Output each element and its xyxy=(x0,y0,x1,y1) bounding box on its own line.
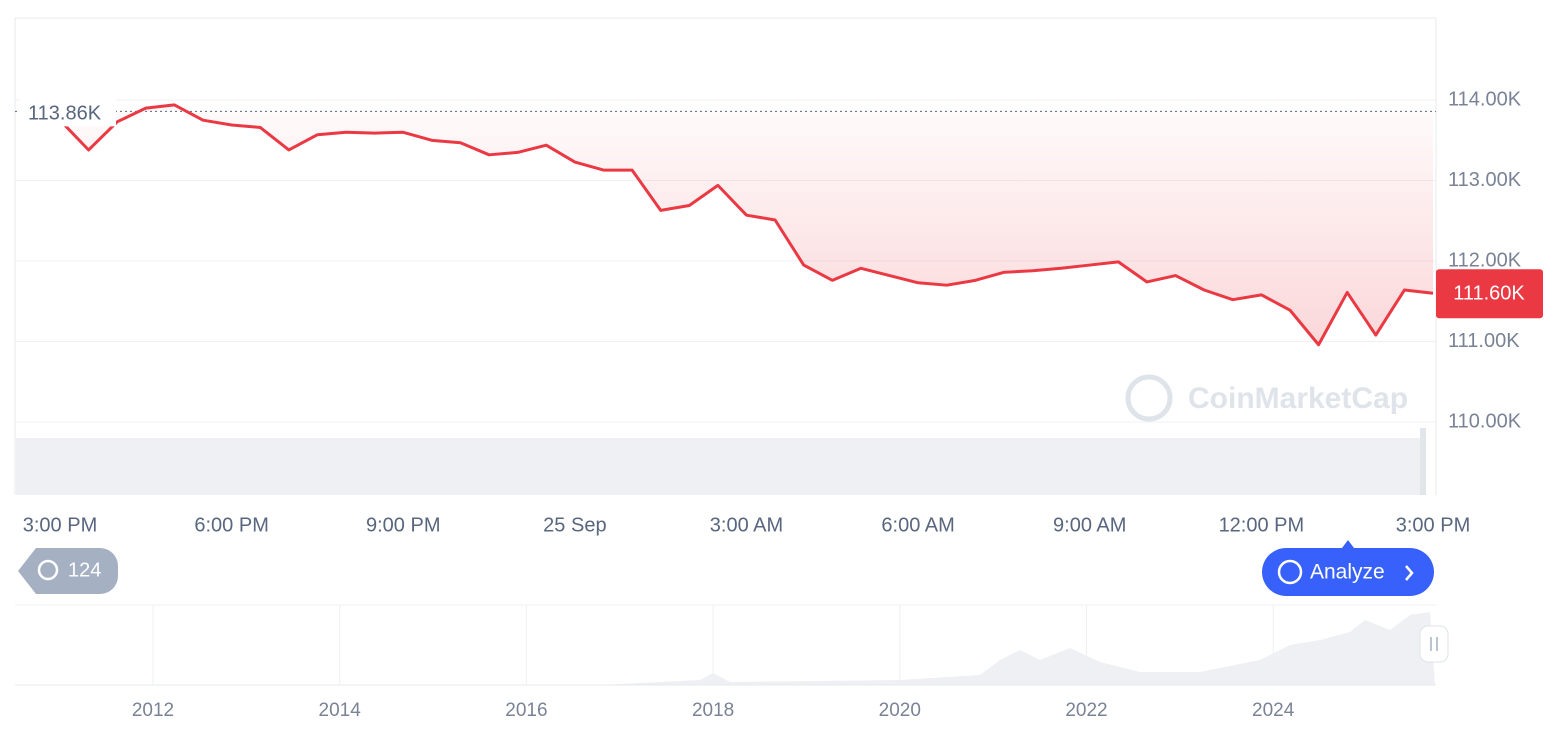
x-tick-label: 12:00 PM xyxy=(1219,514,1305,536)
y-tick-label: 110.00K xyxy=(1448,410,1522,432)
history-count[interactable]: 124 xyxy=(68,559,101,581)
analyze-pointer xyxy=(1342,540,1354,548)
watermark: CoinMarketCap xyxy=(1125,374,1408,422)
navigator-year: 2014 xyxy=(319,700,362,721)
x-tick-label: 3:00 AM xyxy=(710,514,783,536)
y-tick-label: 112.00K xyxy=(1448,249,1522,271)
navigator-year: 2018 xyxy=(692,700,734,721)
x-tick-label: 3:00 PM xyxy=(23,514,97,536)
area-fill xyxy=(60,104,1433,345)
history-badge[interactable] xyxy=(18,548,118,594)
navigator-year: 2020 xyxy=(879,700,921,721)
reference-label-bg xyxy=(20,96,116,127)
analyze-label[interactable]: Analyze xyxy=(1310,561,1385,584)
y-tick-label: 111.00K xyxy=(1448,330,1520,352)
price-tag xyxy=(1436,269,1543,319)
x-tick-label: 25 Sep xyxy=(543,514,606,536)
y-tick-label: 114.00K xyxy=(1448,88,1522,110)
analyze-chevron xyxy=(1405,565,1414,581)
volume-band xyxy=(1420,428,1426,495)
x-tick-label: 3:00 PM xyxy=(1396,514,1470,536)
navigator-year: 2016 xyxy=(505,700,547,721)
navigator-area xyxy=(15,612,1435,685)
x-tick-label: 9:00 PM xyxy=(366,514,440,536)
y-tick-label: 113.00K xyxy=(1448,169,1522,191)
volume-band xyxy=(16,438,1426,495)
navigator-year: 2012 xyxy=(132,700,174,721)
watermark-text: CoinMarketCap xyxy=(1188,382,1408,415)
x-tick-label: 6:00 PM xyxy=(194,514,268,536)
price-line xyxy=(58,103,1434,347)
x-tick-label: 9:00 AM xyxy=(1053,514,1126,536)
x-tick-label: 6:00 AM xyxy=(881,514,954,536)
navigator-year: 2024 xyxy=(1252,700,1295,721)
analyze-button[interactable] xyxy=(1262,548,1434,596)
watermark-logo xyxy=(1125,374,1173,422)
history-icon xyxy=(37,559,59,581)
analyze-icon xyxy=(1277,559,1303,585)
price-tag-label: 111.60K xyxy=(1453,283,1525,305)
navigator-handle[interactable] xyxy=(1419,625,1449,663)
navigator-year: 2022 xyxy=(1065,700,1107,721)
reference-label: 113.86K xyxy=(28,103,102,125)
